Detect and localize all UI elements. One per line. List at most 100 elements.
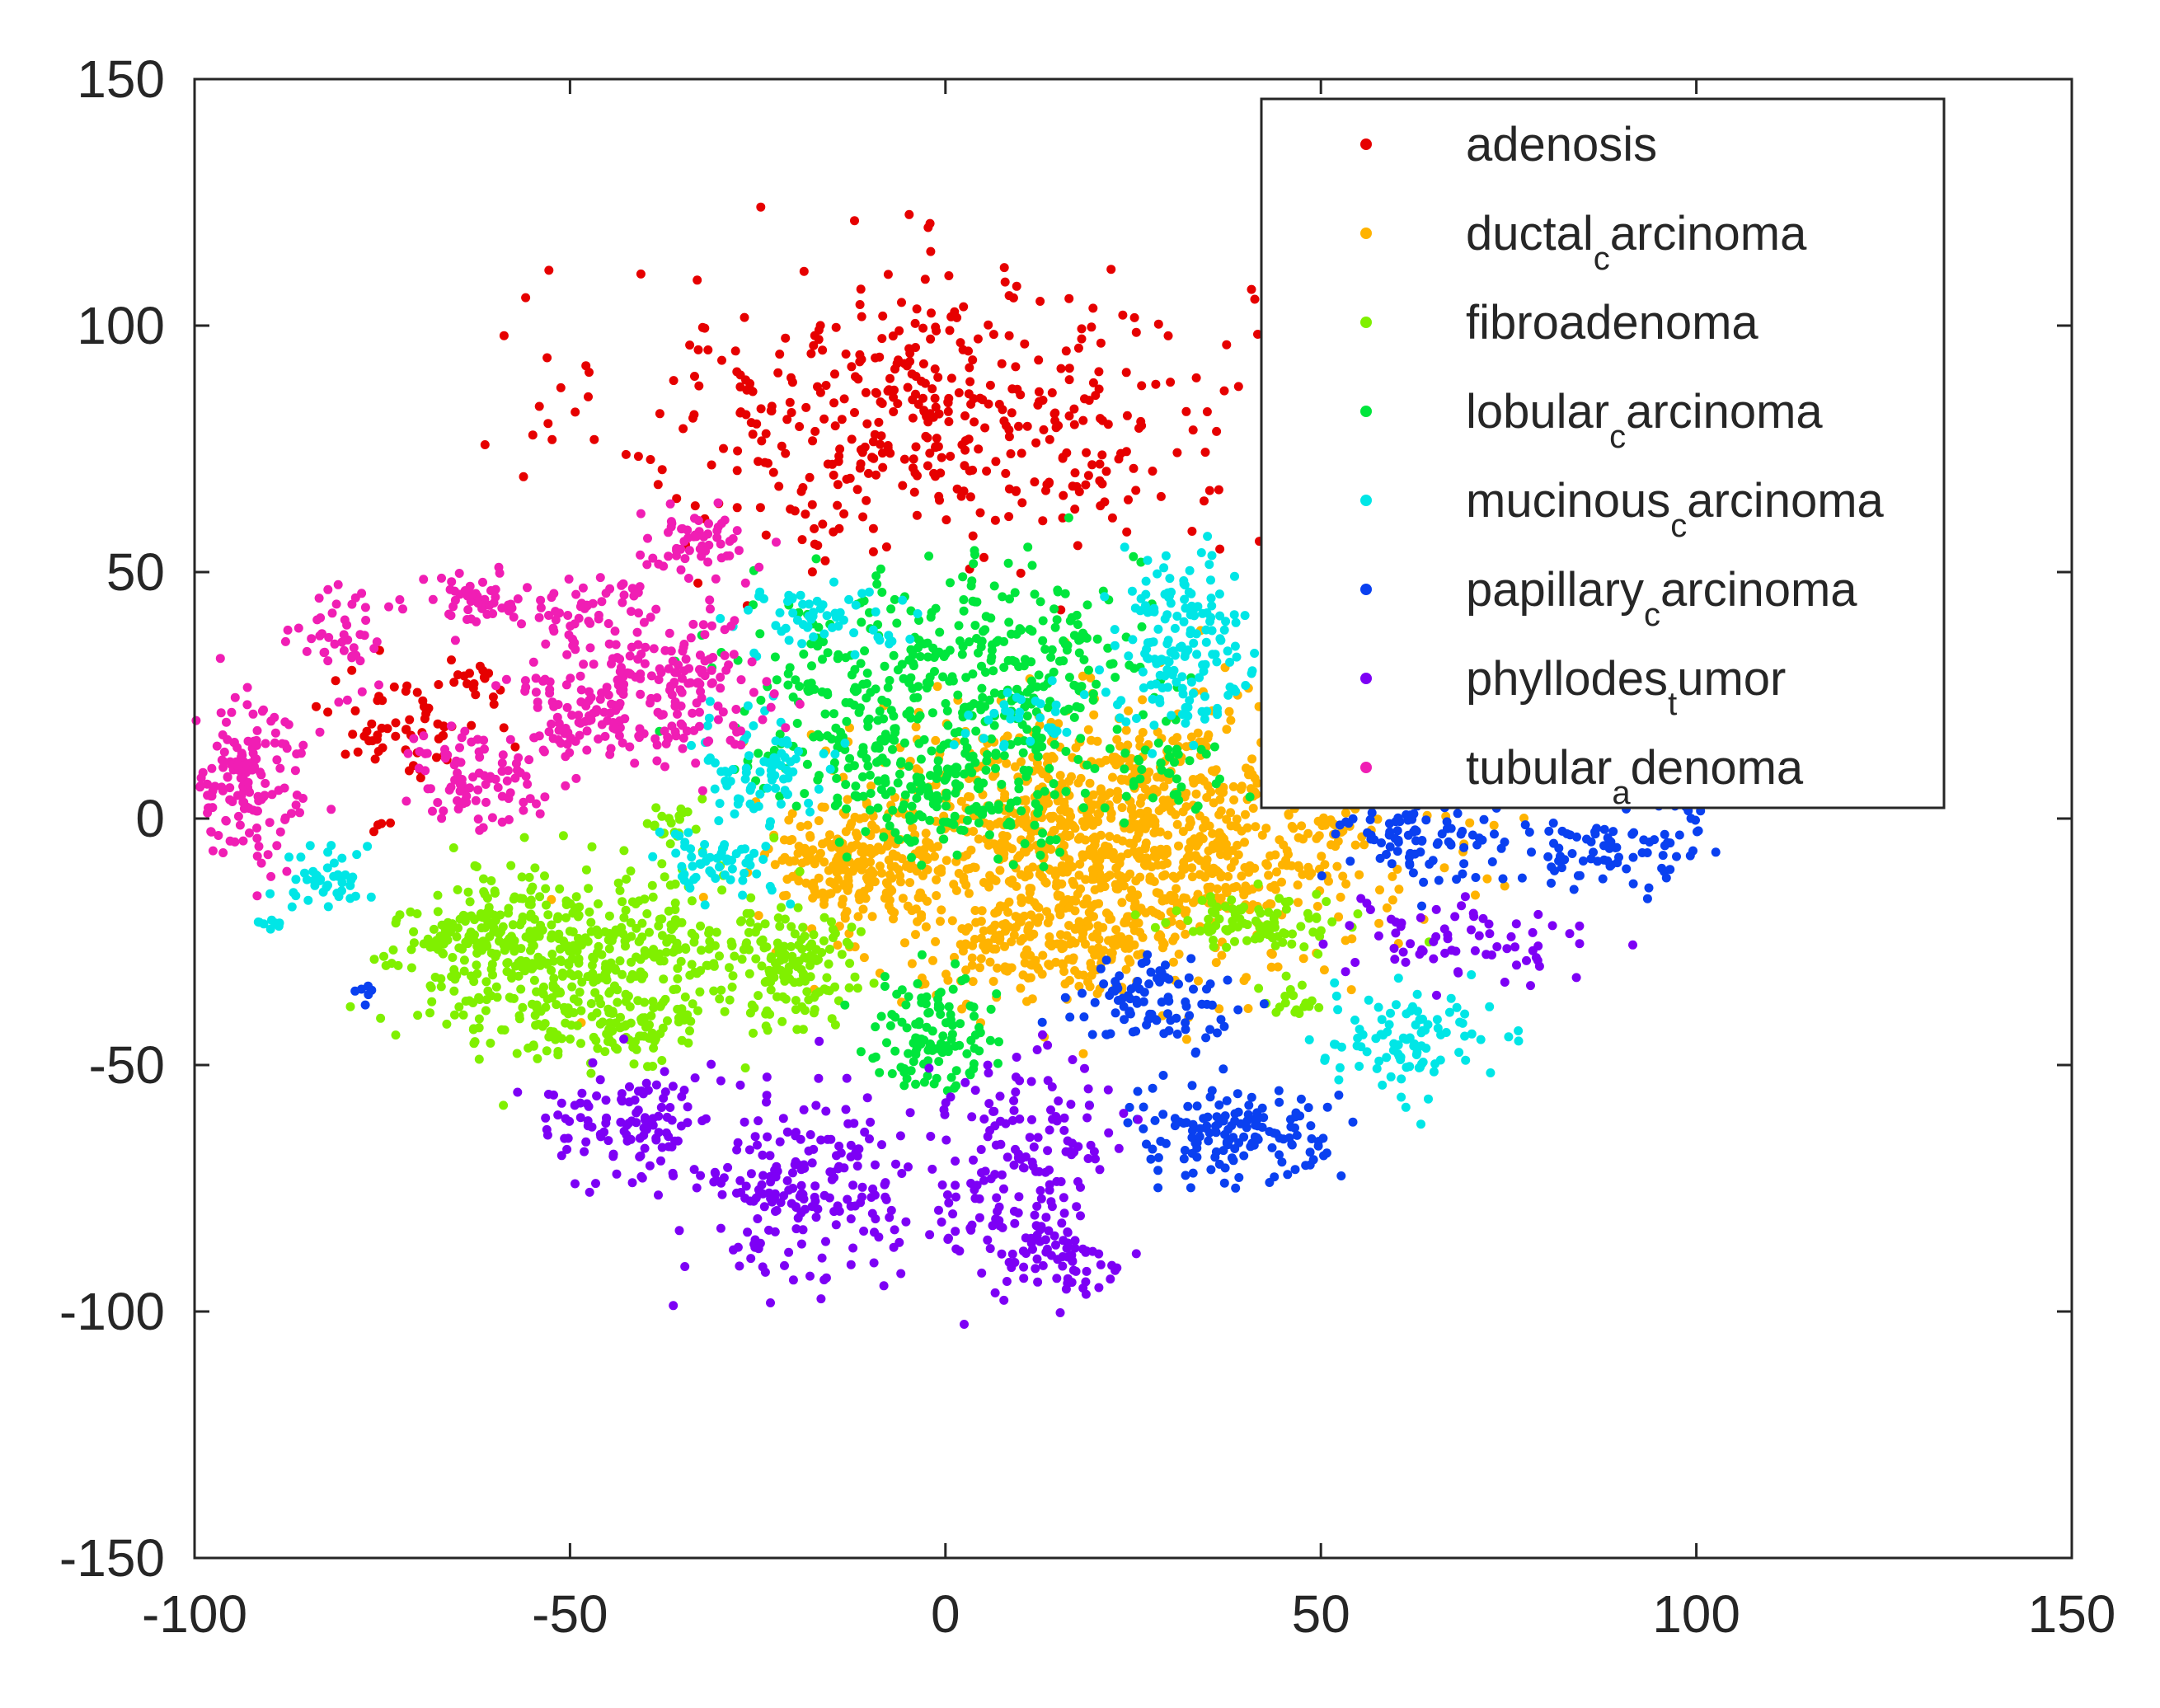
data-point bbox=[810, 859, 819, 869]
data-point bbox=[1035, 851, 1045, 860]
data-point bbox=[1112, 834, 1122, 843]
data-point bbox=[406, 963, 416, 973]
data-point bbox=[1003, 655, 1013, 665]
data-point bbox=[719, 1173, 729, 1183]
data-point bbox=[515, 956, 525, 966]
data-point bbox=[959, 486, 969, 496]
data-point bbox=[873, 776, 883, 786]
data-point bbox=[990, 515, 1000, 525]
data-point bbox=[871, 470, 880, 480]
data-point bbox=[509, 993, 519, 1003]
data-point bbox=[1166, 647, 1176, 657]
data-point bbox=[641, 1124, 651, 1134]
data-point bbox=[761, 842, 771, 852]
data-point bbox=[539, 982, 548, 992]
data-point bbox=[1013, 853, 1023, 863]
data-point bbox=[401, 725, 411, 734]
data-point bbox=[1335, 1063, 1345, 1072]
data-point bbox=[1018, 748, 1028, 758]
data-point bbox=[1139, 1102, 1148, 1112]
data-point bbox=[1314, 1002, 1324, 1012]
data-point bbox=[804, 995, 814, 1005]
data-point bbox=[777, 441, 787, 451]
data-point bbox=[788, 692, 798, 702]
data-point bbox=[1295, 1111, 1305, 1121]
data-point bbox=[932, 434, 941, 443]
data-point bbox=[799, 1160, 809, 1170]
data-point bbox=[1049, 604, 1059, 614]
data-point bbox=[479, 874, 488, 884]
data-point bbox=[467, 720, 477, 730]
data-point bbox=[1378, 1080, 1388, 1090]
data-point bbox=[898, 595, 908, 605]
data-point bbox=[513, 1087, 523, 1097]
data-point bbox=[810, 1181, 820, 1191]
data-point bbox=[780, 950, 790, 959]
data-point bbox=[1172, 677, 1181, 687]
data-point bbox=[866, 789, 876, 798]
data-point bbox=[823, 648, 833, 658]
data-point bbox=[1417, 901, 1426, 911]
data-point bbox=[669, 376, 679, 386]
data-point bbox=[1471, 890, 1480, 900]
data-point bbox=[891, 1159, 900, 1169]
data-point bbox=[1177, 672, 1187, 682]
data-point bbox=[998, 405, 1007, 415]
data-point bbox=[528, 941, 538, 950]
data-point bbox=[927, 708, 937, 718]
data-point bbox=[849, 628, 859, 638]
data-point bbox=[1051, 700, 1061, 710]
data-point bbox=[730, 809, 740, 819]
data-point bbox=[1074, 487, 1084, 496]
data-point bbox=[746, 893, 756, 903]
data-point bbox=[1672, 852, 1681, 861]
data-point bbox=[543, 419, 553, 429]
data-point bbox=[1192, 650, 1202, 659]
data-point bbox=[882, 813, 892, 823]
data-point bbox=[871, 684, 880, 694]
data-point bbox=[1487, 857, 1497, 866]
data-point bbox=[848, 1180, 858, 1190]
data-point bbox=[941, 649, 951, 659]
data-point bbox=[1001, 468, 1011, 478]
data-point bbox=[1133, 1086, 1143, 1096]
data-point bbox=[993, 963, 1003, 973]
data-point bbox=[1188, 688, 1198, 698]
data-point bbox=[759, 1202, 769, 1212]
data-point bbox=[1319, 813, 1328, 823]
data-point bbox=[1334, 912, 1344, 922]
data-point bbox=[1153, 624, 1163, 634]
data-point bbox=[689, 410, 699, 420]
data-point bbox=[1373, 814, 1383, 824]
data-point bbox=[289, 888, 298, 898]
data-point bbox=[732, 503, 742, 513]
data-point bbox=[1161, 551, 1171, 561]
data-point bbox=[845, 959, 855, 969]
data-point bbox=[1196, 744, 1206, 754]
data-point bbox=[711, 927, 721, 937]
data-point bbox=[819, 629, 829, 639]
data-point bbox=[1284, 810, 1294, 820]
data-point bbox=[1178, 807, 1188, 817]
data-point bbox=[787, 951, 797, 961]
data-point bbox=[611, 1043, 620, 1053]
data-point bbox=[890, 1012, 900, 1022]
data-point bbox=[1031, 914, 1040, 924]
data-point bbox=[1124, 706, 1134, 716]
data-point bbox=[1105, 991, 1115, 1000]
data-point bbox=[667, 1115, 677, 1125]
data-point bbox=[1548, 819, 1558, 828]
data-point bbox=[1120, 748, 1130, 758]
data-point bbox=[773, 913, 783, 922]
data-point bbox=[469, 1024, 478, 1034]
data-point bbox=[896, 877, 905, 887]
data-point bbox=[1223, 1124, 1233, 1134]
data-point bbox=[1367, 808, 1377, 818]
data-point bbox=[533, 1053, 542, 1063]
data-point bbox=[978, 692, 988, 702]
data-point bbox=[1082, 600, 1092, 610]
data-point bbox=[707, 868, 716, 878]
scatter-points bbox=[191, 202, 1721, 1329]
data-point bbox=[754, 911, 763, 921]
data-point bbox=[1160, 671, 1170, 681]
